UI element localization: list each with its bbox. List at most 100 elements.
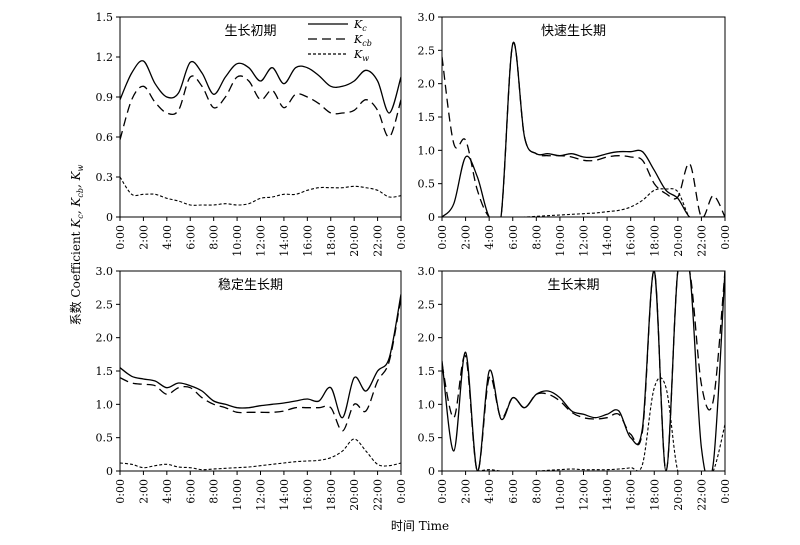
y-tick-label: 0 xyxy=(428,211,435,224)
x-tick-label: 14:00 xyxy=(601,225,614,257)
y-tick-label: 2.0 xyxy=(418,332,436,345)
x-tick-label: 14:00 xyxy=(278,479,291,511)
y-tick-label: 2.0 xyxy=(418,78,436,91)
series-kw xyxy=(120,438,401,471)
plot-frame xyxy=(441,270,726,472)
x-tick-label: 22:00 xyxy=(695,225,708,257)
x-tick-label: 16:00 xyxy=(625,225,638,257)
x-tick-label: 22:00 xyxy=(372,479,385,511)
y-tick-label: 1.5 xyxy=(418,111,436,124)
y-tick-label: 1.0 xyxy=(96,398,114,411)
x-tick-label: 2:00 xyxy=(460,225,473,250)
y-tick-label: 0.9 xyxy=(96,91,114,104)
x-tick-label: 4:00 xyxy=(483,225,496,250)
x-tick-label: 10:00 xyxy=(554,479,567,511)
x-tick-label: 6:00 xyxy=(507,225,520,250)
y-tick-label: 2.5 xyxy=(418,44,436,57)
series-kw xyxy=(120,176,401,206)
x-tick-label: 16:00 xyxy=(301,479,314,511)
x-tick-label: 16:00 xyxy=(625,479,638,511)
y-tick-label: 0 xyxy=(106,465,113,478)
x-tick-label: 18:00 xyxy=(648,225,661,257)
x-tick-label: 6:00 xyxy=(184,225,197,250)
x-tick-label: 8:00 xyxy=(208,479,221,504)
series-kc xyxy=(442,41,725,217)
y-tick-label: 2.5 xyxy=(96,298,114,311)
plot-frame xyxy=(441,16,726,218)
y-tick-label: 3.0 xyxy=(96,265,114,278)
panel-title: 生长末期 xyxy=(547,278,599,293)
y-tick-label: 0.5 xyxy=(418,178,436,191)
x-axis-label: 时间 Time xyxy=(391,519,449,533)
x-tick-label: 10:00 xyxy=(231,225,244,257)
x-tick-label: 2:00 xyxy=(460,479,473,504)
y-axis-label: 系数 Coefficient Kc, Kcb, Kw xyxy=(68,164,85,325)
x-tick-label: 10:00 xyxy=(554,225,567,257)
y-tick-label: 1.5 xyxy=(96,11,114,24)
y-tick-label: 0.5 xyxy=(96,432,114,445)
x-tick-label: 20:00 xyxy=(672,479,685,511)
legend-label-kc: Kc xyxy=(353,18,367,33)
y-tick-label: 0.5 xyxy=(418,432,436,445)
x-tick-label: 12:00 xyxy=(578,479,591,511)
x-tick-label: 12:00 xyxy=(255,479,268,511)
y-tick-label: 1.5 xyxy=(418,365,436,378)
series-kcb xyxy=(120,75,401,140)
x-tick-label: 18:00 xyxy=(325,225,338,257)
panel-title: 稳定生长期 xyxy=(218,277,283,293)
x-tick-label: 0:00 xyxy=(436,479,449,504)
y-tick-label: 0 xyxy=(106,211,113,224)
x-tick-label: 2:00 xyxy=(137,479,150,504)
y-tick-label: 0.3 xyxy=(96,171,114,184)
y-tick-label: 1.5 xyxy=(96,365,114,378)
series-kcb xyxy=(120,297,401,432)
x-tick-label: 16:00 xyxy=(301,225,314,257)
series-kcb xyxy=(442,271,725,471)
x-tick-label: 18:00 xyxy=(325,479,338,511)
x-tick-label: 6:00 xyxy=(184,479,197,504)
y-tick-label: 1.0 xyxy=(418,144,436,157)
x-tick-label: 22:00 xyxy=(372,225,385,257)
legend-label-kw: Kw xyxy=(353,48,369,63)
x-tick-label: 8:00 xyxy=(530,225,543,250)
legend-label-kcb: Kcb xyxy=(353,33,372,48)
y-tick-label: 3.0 xyxy=(418,265,436,278)
panel-title: 生长初期 xyxy=(224,24,276,39)
x-tick-label: 0:00 xyxy=(395,225,408,250)
plot-frame xyxy=(119,16,402,218)
x-tick-label: 20:00 xyxy=(348,479,361,511)
x-tick-label: 4:00 xyxy=(483,479,496,504)
y-tick-label: 2.5 xyxy=(418,298,436,311)
x-tick-label: 22:00 xyxy=(695,479,708,511)
x-tick-label: 12:00 xyxy=(255,225,268,257)
series-kc xyxy=(120,60,401,114)
plot-frame xyxy=(119,270,402,472)
x-tick-label: 4:00 xyxy=(161,225,174,250)
x-tick-label: 20:00 xyxy=(672,225,685,257)
y-tick-label: 3.0 xyxy=(418,11,436,24)
x-tick-label: 0:00 xyxy=(719,479,732,504)
x-tick-label: 6:00 xyxy=(507,479,520,504)
x-tick-label: 14:00 xyxy=(278,225,291,257)
x-tick-label: 10:00 xyxy=(231,479,244,511)
series-kw xyxy=(442,377,725,471)
y-tick-label: 2.0 xyxy=(96,332,114,345)
x-tick-label: 0:00 xyxy=(114,479,127,504)
x-tick-label: 4:00 xyxy=(161,479,174,504)
x-tick-label: 2:00 xyxy=(137,225,150,250)
x-tick-label: 0:00 xyxy=(436,225,449,250)
series-kc xyxy=(120,294,401,419)
x-tick-label: 0:00 xyxy=(719,225,732,250)
x-tick-label: 8:00 xyxy=(530,479,543,504)
y-tick-label: 1.2 xyxy=(96,51,114,64)
x-tick-label: 0:00 xyxy=(114,225,127,250)
y-tick-label: 1.0 xyxy=(418,398,436,411)
panel-title: 快速生长期 xyxy=(541,24,606,39)
panel-1: 0 0.3 0.6 0.9 1.2 1.5 0:00 2:00 4:00 6:00 8:00 10:0… xyxy=(96,11,409,257)
panel-3: 0 0.5 1.0 1.5 2.0 2.5 3.0 0:00 2:00 4:00 6:00 8:00 1… xyxy=(96,265,409,511)
panel-4: 0 0.5 1.0 1.5 2.0 2.5 3.0 0:00 2:00 4:00 6:00 8:00 1… xyxy=(418,265,733,511)
panel-2: 0 0.5 1.0 1.5 2.0 2.5 3.0 0:00 2:00 4:00 6:00 8:00 1… xyxy=(418,11,733,257)
x-tick-label: 8:00 xyxy=(208,225,221,250)
